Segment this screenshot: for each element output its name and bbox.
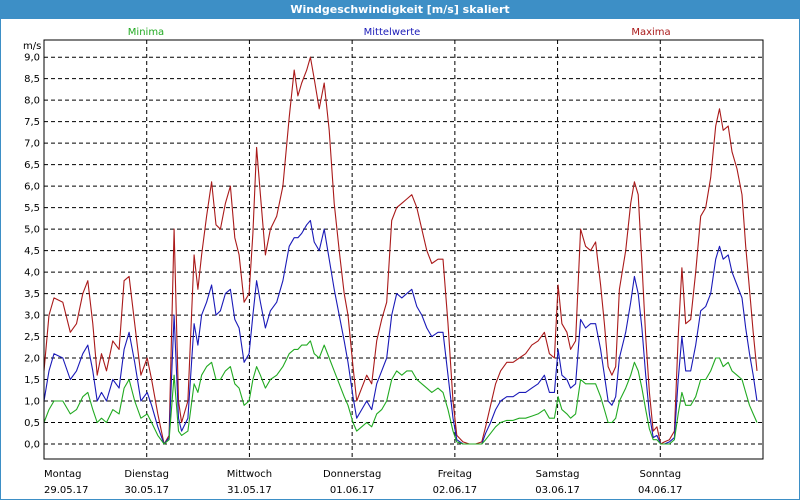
x-tick-date-label: 30.05.17 (124, 485, 169, 496)
y-tick-label: 7,0 (24, 139, 40, 150)
series-line-minima (43, 340, 758, 445)
grid (44, 40, 763, 459)
y-tick-label: 7,5 (24, 117, 40, 128)
chart-title: Windgeschwindigkeit [m/s] skaliert (1, 1, 799, 19)
x-tick-day-label: Mittwoch (227, 469, 272, 480)
y-tick-label: 6,5 (24, 160, 40, 171)
x-tick-day-label: Sonntag (640, 469, 682, 480)
y-tick-label: 4,0 (24, 268, 40, 279)
y-tick-label: 1,5 (24, 375, 40, 386)
x-tick-date-label: 31.05.17 (227, 485, 272, 496)
y-tick-label: 2,5 (24, 332, 40, 343)
y-axis-unit: m/s (23, 41, 41, 52)
y-tick-label: 8,5 (24, 74, 40, 85)
x-tick-date-label: 04.06.17 (638, 485, 683, 496)
series-group (43, 56, 758, 445)
x-tick-date-label: 29.05.17 (44, 485, 89, 496)
x-axis-ticks: Montag 29.05.17 Dienstag 30.05.17 Mittwoch 31… (44, 469, 683, 496)
y-tick-label: 3,5 (24, 289, 40, 300)
series-line-mittelwerte (43, 219, 758, 445)
y-tick-label: 3,0 (24, 311, 40, 322)
y-tick-label: 1,0 (24, 397, 40, 408)
y-tick-label: 6,0 (24, 182, 40, 193)
legend-maxima: Maxima (631, 27, 670, 38)
legend-minima: Minima (128, 27, 164, 38)
y-tick-label: 0,0 (24, 440, 40, 451)
x-tick-date-label: 01.06.17 (330, 485, 375, 496)
x-tick-day-label: Dienstag (124, 469, 169, 480)
y-axis-ticks: 0,0 0,5 1,0 1,5 2,0 2,5 3,0 3,5 4,0 4,5 5,0 5,5 6,0 6… (24, 53, 40, 451)
x-tick-day-label: Montag (44, 469, 81, 480)
x-tick-date-label: 03.06.17 (535, 485, 580, 496)
x-tick-day-label: Samstag (536, 469, 580, 480)
y-tick-label: 4,5 (24, 246, 40, 257)
plot-area-border (43, 39, 764, 460)
series-line-maxima (43, 56, 758, 445)
y-tick-label: 2,0 (24, 354, 40, 365)
x-tick-day-label: Donnerstag (323, 469, 381, 480)
legend-mittelwerte: Mittelwerte (364, 27, 421, 38)
x-tick-date-label: 02.06.17 (433, 485, 478, 496)
y-tick-label: 5,5 (24, 203, 40, 214)
y-tick-label: 5,0 (24, 225, 40, 236)
y-tick-label: 9,0 (24, 53, 40, 64)
x-tick-day-label: Freitag (438, 469, 472, 480)
y-tick-label: 8,0 (24, 96, 40, 107)
y-tick-label: 0,5 (24, 418, 40, 429)
